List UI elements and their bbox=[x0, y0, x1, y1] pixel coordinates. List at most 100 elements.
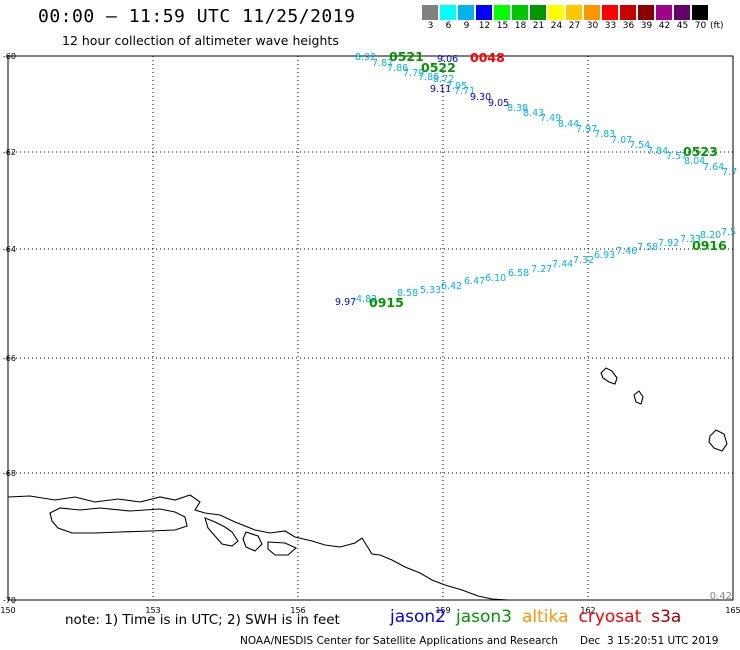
pass-time-label: 0048 bbox=[470, 50, 505, 65]
legend-label-70: 70 bbox=[694, 21, 707, 31]
satellite-cryosat: cryosat bbox=[578, 607, 642, 627]
swh-value-label: 6.58 bbox=[508, 268, 529, 279]
lat-tick-label: -68 bbox=[3, 469, 16, 478]
swh-value-label: 7.84 bbox=[647, 146, 668, 157]
credit-line: NOAA/NESDIS Center for Satellite Applica… bbox=[240, 635, 558, 647]
legend-swatch-36 bbox=[620, 5, 637, 20]
legend-swatch-45 bbox=[674, 5, 691, 20]
satellite-jason2: jason2 bbox=[390, 607, 446, 627]
satellite-legend: jason2 jason3 altika cryosat s3a bbox=[390, 607, 691, 627]
swh-value-label: 7.79 bbox=[403, 68, 424, 79]
pass-time-label: 0916 bbox=[692, 238, 727, 253]
swh-value-label: 7.92 bbox=[658, 238, 679, 249]
satellite-jason3: jason3 bbox=[456, 607, 512, 627]
legend-label-30: 30 bbox=[586, 21, 599, 31]
swh-value-label: 9.11 bbox=[430, 84, 451, 95]
legend-swatch-24 bbox=[548, 5, 565, 20]
footer-note: note: 1) Time is in UTC; 2) SWH is in fe… bbox=[65, 612, 340, 628]
swh-value-label: 7.7 bbox=[722, 167, 737, 178]
swh-value-label: 9.30 bbox=[470, 92, 491, 103]
swh-value-label: 7.97 bbox=[576, 124, 597, 135]
swh-value-label: 8.58 bbox=[397, 288, 418, 299]
legend-swatch-27 bbox=[566, 5, 583, 20]
map-frame bbox=[7, 55, 734, 601]
swh-value-label: 6.47 bbox=[464, 276, 485, 287]
corner-value: 0.42 bbox=[710, 591, 732, 602]
map-subtitle: 12 hour collection of altimeter wave hei… bbox=[62, 33, 339, 48]
pass-time-label: 0521 bbox=[389, 49, 424, 64]
swh-value-label: 8.92 bbox=[355, 52, 376, 63]
swh-value-label: 7.33 bbox=[680, 234, 701, 245]
legend-swatch-6 bbox=[440, 5, 457, 20]
coastline bbox=[7, 367, 728, 601]
pass-time-label: 0523 bbox=[683, 144, 718, 159]
swh-value-label: 8.72 bbox=[433, 74, 454, 85]
swh-value-label: 8.38 bbox=[507, 103, 528, 114]
lon-tick-label: 156 bbox=[290, 606, 305, 615]
legend-swatch-21 bbox=[530, 5, 547, 20]
legend-label-15: 15 bbox=[496, 21, 509, 31]
swh-color-legend: 3 6 9 12 15 18 21 24 27 30 33 36 39 42 45 70 (ft) bbox=[422, 5, 728, 41]
swh-value-label: 8.04 bbox=[684, 156, 705, 167]
swh-value-label: 6.10 bbox=[485, 273, 506, 284]
lat-tick-label: -62 bbox=[3, 148, 16, 157]
legend-label-3: 3 bbox=[427, 21, 434, 31]
legend-swatch-30 bbox=[584, 5, 601, 20]
legend-label-24: 24 bbox=[550, 21, 563, 31]
island-3 bbox=[708, 429, 728, 452]
swh-value-label: 7.57 bbox=[666, 151, 687, 162]
lon-tick-label: 150 bbox=[0, 606, 15, 615]
legend-label-18: 18 bbox=[514, 21, 527, 31]
swh-value-label: 7.07 bbox=[611, 135, 632, 146]
legend-swatch-3 bbox=[422, 5, 439, 20]
swh-value-label: 7.46 bbox=[616, 246, 637, 257]
swh-value-label: 7.5 bbox=[721, 227, 736, 238]
legend-label-36: 36 bbox=[622, 21, 635, 31]
legend-label-6: 6 bbox=[445, 21, 452, 31]
swh-value-label: 7.86 bbox=[418, 72, 439, 83]
map-graticule bbox=[7, 55, 734, 601]
credit-timestamp: Dec 3 15:20:51 UTC 2019 bbox=[580, 635, 719, 647]
satellite-altika: altika bbox=[522, 607, 569, 627]
swh-value-label: 7.87 bbox=[372, 58, 393, 69]
satellite-s3a: s3a bbox=[651, 607, 682, 627]
lat-tick-label: -64 bbox=[3, 245, 16, 254]
swh-value-label: 9.06 bbox=[437, 54, 458, 65]
swh-value-label: 7.58 bbox=[637, 242, 658, 253]
glacier-tongue-3 bbox=[267, 541, 298, 556]
legend-unit: (ft) bbox=[710, 21, 724, 31]
swh-value-label: 7.71 bbox=[454, 86, 475, 97]
swh-value-label: 7.54 bbox=[629, 140, 650, 151]
map-title: 00:00 – 11:59 UTC 11/25/2019 bbox=[38, 6, 356, 27]
lat-tick-label: -66 bbox=[3, 354, 16, 363]
swh-value-label: 8.43 bbox=[523, 108, 544, 119]
island-2 bbox=[633, 390, 644, 405]
swh-value-label: 7.83 bbox=[594, 129, 615, 140]
swh-value-label: 7.44 bbox=[552, 259, 573, 270]
legend-label-9: 9 bbox=[463, 21, 470, 31]
lon-tick-label: 153 bbox=[145, 606, 160, 615]
legend-swatch-33 bbox=[602, 5, 619, 20]
swh-value-label: 5.33 bbox=[420, 285, 441, 296]
lon-tick-label: 159 bbox=[435, 606, 450, 615]
swh-value-label: 7.27 bbox=[531, 264, 552, 275]
swh-value-label: 7.49 bbox=[540, 113, 561, 124]
legend-label-39: 39 bbox=[640, 21, 653, 31]
lon-tick-label: 162 bbox=[580, 606, 595, 615]
antarctic-coastline bbox=[7, 494, 509, 601]
legend-label-12: 12 bbox=[478, 21, 491, 31]
legend-label-45: 45 bbox=[676, 21, 689, 31]
legend-swatch-70 bbox=[692, 5, 709, 20]
swh-value-label: 7.32 bbox=[573, 255, 594, 266]
glacier-tongue-2 bbox=[242, 531, 263, 552]
altimeter-tracks: 8.927.877.867.797.869.068.727.959.11 7.71… bbox=[335, 49, 737, 310]
legend-label-33: 33 bbox=[604, 21, 617, 31]
legend-swatch-39 bbox=[638, 5, 655, 20]
swh-value-label: 7.86 bbox=[387, 63, 408, 74]
pass-time-label: 0522 bbox=[421, 60, 456, 75]
legend-label-27: 27 bbox=[568, 21, 581, 31]
lon-tick-label: 165 bbox=[725, 606, 740, 615]
swh-value-label: 9.97 bbox=[335, 297, 356, 308]
legend-label-42: 42 bbox=[658, 21, 671, 31]
